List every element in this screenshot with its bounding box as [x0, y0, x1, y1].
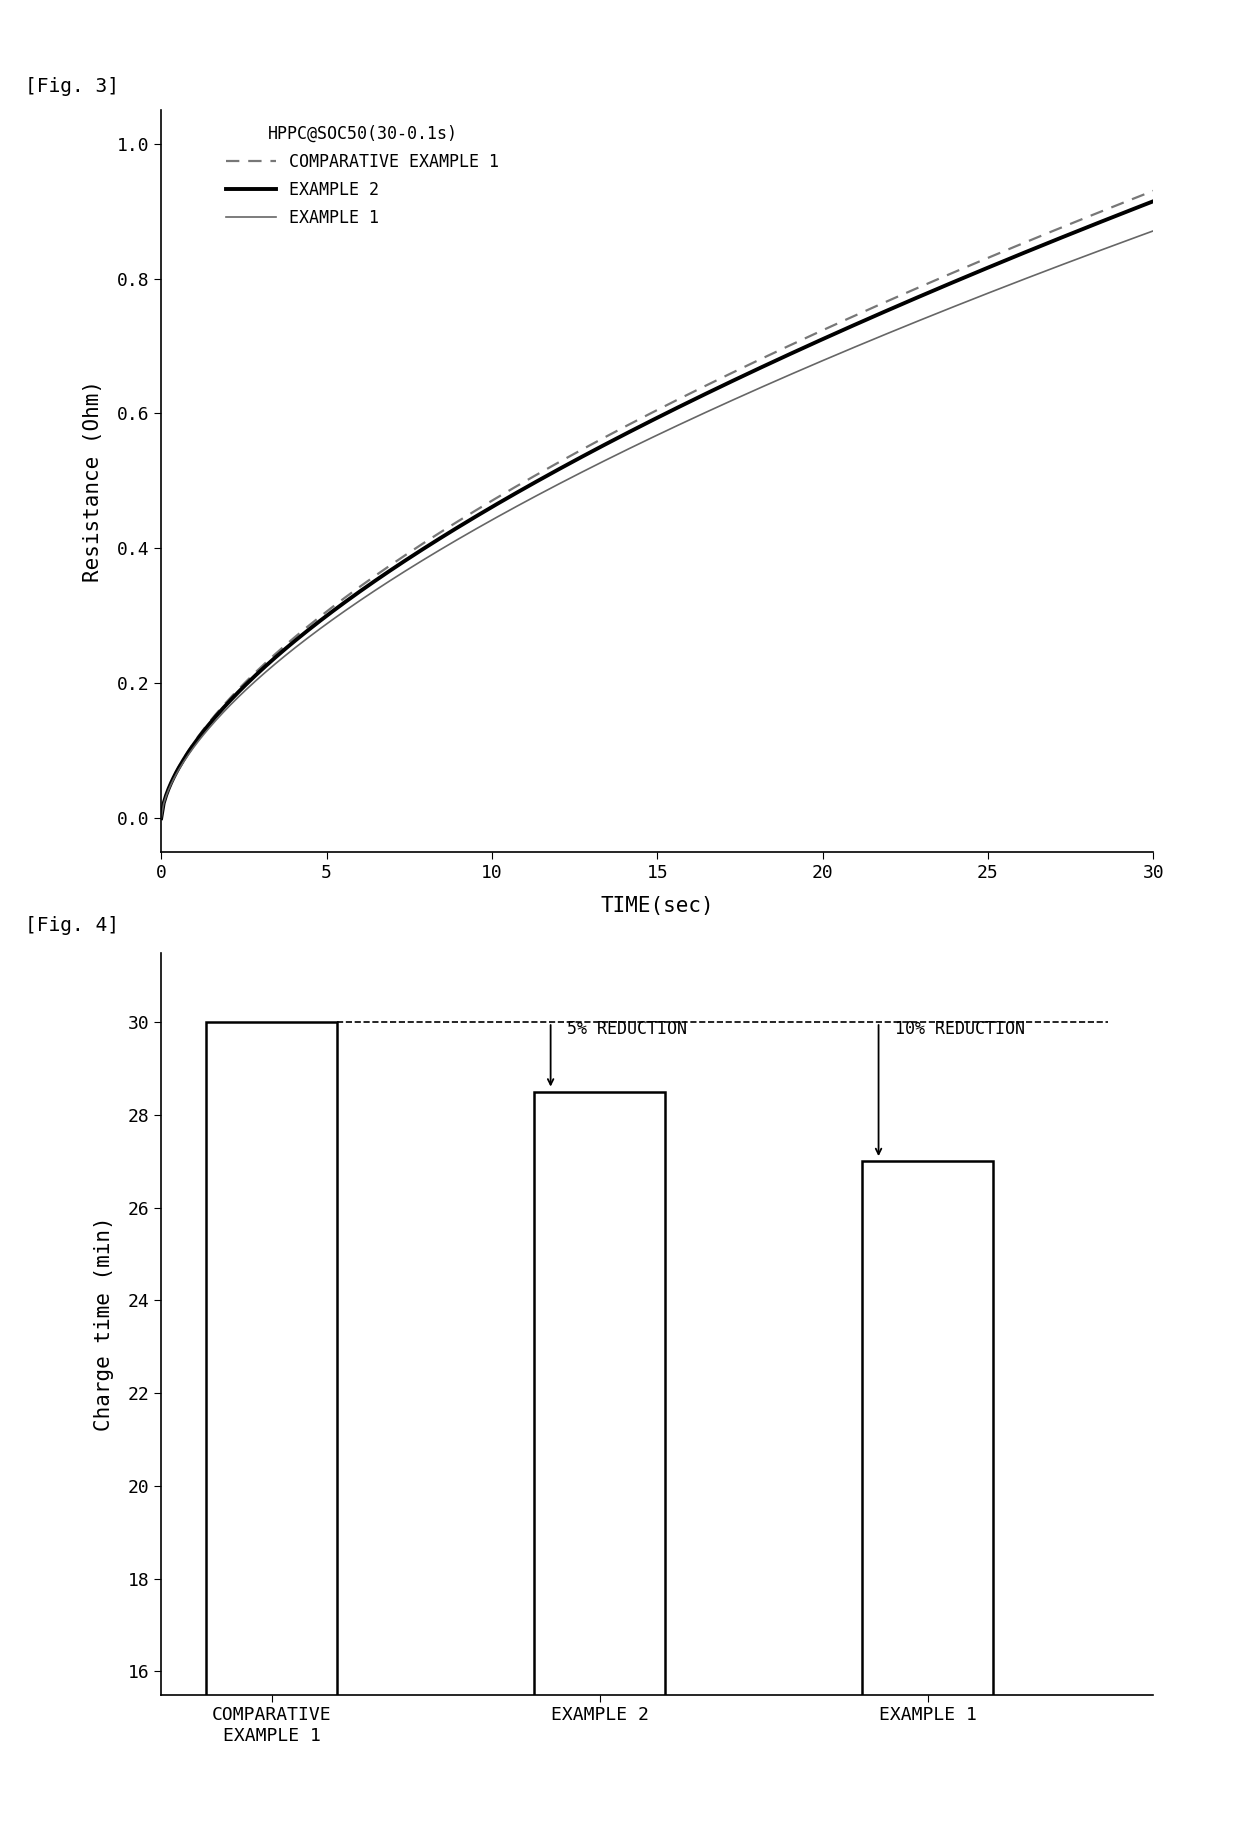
Y-axis label: Resistance (Ohm): Resistance (Ohm)	[83, 379, 103, 583]
Bar	[206, 1022, 337, 1832]
Text: [Fig. 3]: [Fig. 3]	[25, 77, 119, 95]
Text: 10% REDUCTION: 10% REDUCTION	[895, 1020, 1025, 1039]
Legend: COMPARATIVE EXAMPLE 1, EXAMPLE 2, EXAMPLE 1: COMPARATIVE EXAMPLE 1, EXAMPLE 2, EXAMPL…	[219, 119, 506, 234]
X-axis label: TIME(sec): TIME(sec)	[600, 896, 714, 916]
Bar	[534, 1092, 666, 1832]
Text: [Fig. 4]: [Fig. 4]	[25, 916, 119, 934]
Text: 5% REDUCTION: 5% REDUCTION	[567, 1020, 687, 1039]
Y-axis label: Charge time (min): Charge time (min)	[94, 1216, 114, 1431]
Bar	[862, 1161, 993, 1832]
